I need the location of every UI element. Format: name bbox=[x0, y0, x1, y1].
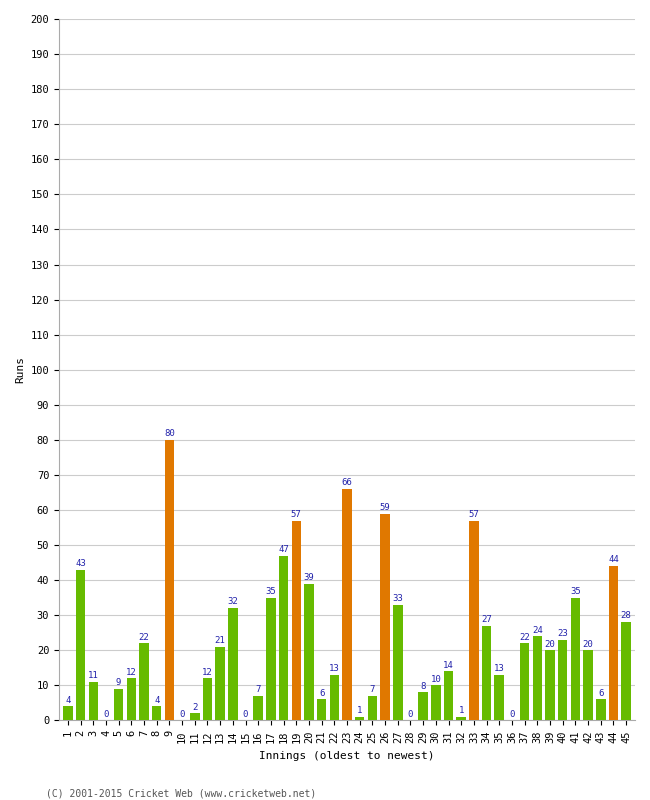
Bar bbox=[304, 584, 314, 721]
Text: 12: 12 bbox=[126, 668, 136, 677]
Text: 14: 14 bbox=[443, 661, 454, 670]
Text: 24: 24 bbox=[532, 626, 543, 634]
Text: 13: 13 bbox=[329, 664, 340, 673]
Text: 4: 4 bbox=[65, 696, 71, 705]
Bar bbox=[393, 605, 402, 721]
Text: 59: 59 bbox=[380, 502, 391, 512]
Text: 6: 6 bbox=[319, 689, 324, 698]
Text: 20: 20 bbox=[545, 639, 555, 649]
Text: 7: 7 bbox=[370, 685, 375, 694]
Text: 20: 20 bbox=[582, 639, 593, 649]
Bar bbox=[254, 696, 263, 721]
Bar bbox=[215, 646, 225, 721]
Text: 4: 4 bbox=[154, 696, 159, 705]
Bar bbox=[545, 650, 554, 721]
Bar bbox=[380, 514, 390, 721]
Bar bbox=[558, 640, 567, 721]
Text: 0: 0 bbox=[243, 710, 248, 718]
Text: 2: 2 bbox=[192, 702, 198, 712]
Text: 0: 0 bbox=[103, 710, 109, 718]
Bar bbox=[355, 717, 365, 721]
Text: 12: 12 bbox=[202, 668, 213, 677]
Bar bbox=[139, 643, 149, 721]
X-axis label: Innings (oldest to newest): Innings (oldest to newest) bbox=[259, 751, 435, 761]
Text: 47: 47 bbox=[278, 545, 289, 554]
Text: 11: 11 bbox=[88, 671, 99, 680]
Text: 35: 35 bbox=[570, 587, 580, 596]
Text: 7: 7 bbox=[255, 685, 261, 694]
Bar bbox=[76, 570, 85, 721]
Bar bbox=[343, 489, 352, 721]
Text: 28: 28 bbox=[621, 611, 632, 621]
Bar bbox=[330, 675, 339, 721]
Text: 1: 1 bbox=[458, 706, 464, 715]
Bar bbox=[621, 622, 631, 721]
Text: 1: 1 bbox=[357, 706, 363, 715]
Text: 44: 44 bbox=[608, 555, 619, 564]
Bar bbox=[456, 717, 466, 721]
Bar bbox=[520, 643, 529, 721]
Bar bbox=[431, 686, 441, 721]
Text: 0: 0 bbox=[408, 710, 413, 718]
Text: 13: 13 bbox=[494, 664, 504, 673]
Bar bbox=[63, 706, 73, 721]
Bar bbox=[583, 650, 593, 721]
Text: 32: 32 bbox=[227, 598, 238, 606]
Text: 6: 6 bbox=[598, 689, 603, 698]
Bar bbox=[152, 706, 161, 721]
Bar bbox=[228, 608, 238, 721]
Bar bbox=[596, 699, 606, 721]
Bar bbox=[279, 556, 289, 721]
Bar bbox=[114, 689, 124, 721]
Bar bbox=[203, 678, 212, 721]
Text: (C) 2001-2015 Cricket Web (www.cricketweb.net): (C) 2001-2015 Cricket Web (www.cricketwe… bbox=[46, 788, 316, 798]
Bar bbox=[368, 696, 377, 721]
Bar bbox=[495, 675, 504, 721]
Bar bbox=[127, 678, 136, 721]
Bar bbox=[266, 598, 276, 721]
Bar bbox=[482, 626, 491, 721]
Text: 57: 57 bbox=[469, 510, 479, 518]
Text: 57: 57 bbox=[291, 510, 302, 518]
Text: 43: 43 bbox=[75, 559, 86, 568]
Text: 10: 10 bbox=[430, 674, 441, 684]
Text: 23: 23 bbox=[557, 629, 568, 638]
Bar bbox=[608, 566, 618, 721]
Text: 33: 33 bbox=[393, 594, 403, 603]
Text: 35: 35 bbox=[265, 587, 276, 596]
Text: 22: 22 bbox=[138, 633, 150, 642]
Text: 39: 39 bbox=[304, 573, 315, 582]
Text: 22: 22 bbox=[519, 633, 530, 642]
Bar bbox=[291, 521, 301, 721]
Text: 80: 80 bbox=[164, 429, 175, 438]
Text: 0: 0 bbox=[179, 710, 185, 718]
Text: 9: 9 bbox=[116, 678, 122, 687]
Text: 8: 8 bbox=[421, 682, 426, 690]
Bar bbox=[88, 682, 98, 721]
Bar bbox=[419, 692, 428, 721]
Text: 0: 0 bbox=[509, 710, 515, 718]
Text: 66: 66 bbox=[342, 478, 352, 487]
Bar bbox=[444, 671, 453, 721]
Text: 21: 21 bbox=[214, 636, 226, 645]
Bar bbox=[190, 714, 200, 721]
Y-axis label: Runs: Runs bbox=[15, 356, 25, 383]
Bar bbox=[532, 636, 542, 721]
Bar bbox=[469, 521, 478, 721]
Bar bbox=[164, 440, 174, 721]
Bar bbox=[317, 699, 326, 721]
Bar bbox=[571, 598, 580, 721]
Text: 27: 27 bbox=[481, 615, 492, 624]
